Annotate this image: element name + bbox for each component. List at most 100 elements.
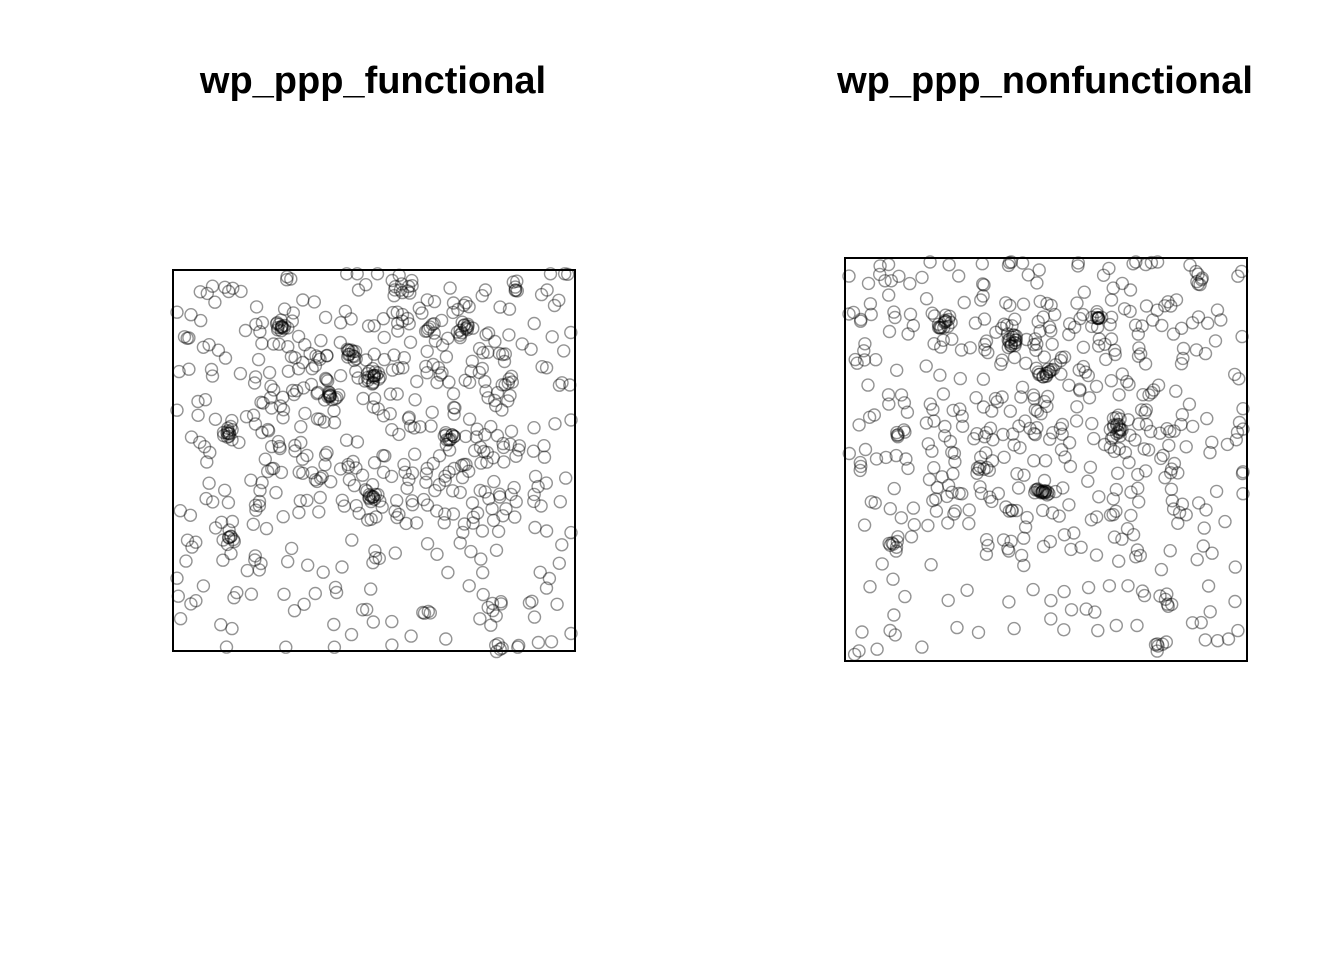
data-point — [1172, 505, 1187, 520]
data-point — [526, 444, 541, 458]
data-point — [525, 594, 539, 608]
data-point — [887, 608, 901, 622]
data-point — [539, 361, 554, 375]
data-point — [439, 632, 453, 646]
data-point — [1098, 337, 1112, 351]
data-point — [335, 493, 349, 507]
data-point — [1002, 595, 1016, 609]
data-point — [980, 460, 994, 475]
data-point — [1033, 294, 1047, 309]
data-point — [1131, 417, 1146, 431]
data-point — [193, 313, 208, 328]
data-point — [466, 510, 481, 524]
data-point — [543, 267, 558, 281]
data-point — [453, 330, 467, 345]
data-point — [475, 289, 489, 303]
data-point — [459, 296, 473, 310]
data-point — [979, 547, 994, 561]
data-point — [564, 325, 578, 340]
data-point — [976, 277, 990, 291]
data-point — [915, 640, 929, 654]
data-point — [199, 491, 213, 506]
data-point — [1044, 612, 1058, 626]
data-point — [892, 269, 906, 283]
data-point — [366, 556, 380, 570]
data-point — [1221, 632, 1236, 646]
data-point — [325, 393, 339, 407]
data-point — [320, 445, 334, 460]
data-point — [403, 335, 418, 349]
data-point — [1190, 552, 1204, 567]
data-point — [1138, 357, 1153, 371]
data-point — [1042, 486, 1056, 501]
data-point — [401, 284, 415, 298]
data-point — [1161, 599, 1175, 613]
data-point — [1097, 437, 1112, 452]
data-point — [475, 524, 490, 538]
data-point — [990, 395, 1004, 409]
data-point — [1228, 560, 1243, 574]
data-point — [1031, 315, 1045, 329]
data-point — [931, 320, 946, 335]
data-point — [371, 366, 385, 380]
data-point — [1027, 426, 1041, 441]
data-point — [522, 596, 537, 610]
data-point — [946, 467, 960, 481]
data-point — [1032, 263, 1046, 277]
data-point — [1085, 310, 1099, 324]
data-point — [1000, 318, 1014, 332]
data-point — [1109, 418, 1124, 433]
data-point — [266, 337, 281, 351]
data-point — [486, 513, 501, 528]
data-point — [1110, 417, 1124, 431]
data-point — [496, 347, 510, 362]
data-point — [1151, 639, 1165, 653]
data-point — [890, 425, 904, 440]
data-point — [1057, 584, 1071, 599]
data-point — [1158, 592, 1173, 606]
data-point — [542, 571, 557, 586]
data-point — [495, 641, 509, 655]
data-point — [294, 435, 308, 450]
data-point — [1161, 295, 1175, 309]
data-point — [430, 547, 444, 561]
data-point — [1104, 310, 1119, 324]
data-point — [425, 405, 439, 419]
data-point — [322, 385, 336, 399]
data-point — [1047, 307, 1062, 322]
data-point — [891, 430, 905, 444]
data-point — [996, 427, 1010, 442]
data-point — [1008, 338, 1022, 353]
data-point — [967, 432, 981, 446]
data-point — [1062, 317, 1077, 331]
data-point — [1232, 415, 1247, 430]
data-point — [385, 363, 400, 377]
data-point — [502, 302, 517, 316]
data-point — [368, 365, 382, 379]
data-point — [1117, 302, 1132, 316]
data-point — [1001, 327, 1015, 341]
data-point — [1191, 267, 1205, 281]
data-point — [442, 465, 456, 479]
data-point — [453, 536, 467, 550]
data-point — [438, 469, 452, 483]
data-point — [1128, 433, 1142, 447]
data-point — [1171, 516, 1185, 530]
data-point — [273, 399, 288, 413]
data-point — [858, 442, 873, 457]
data-point — [1139, 403, 1154, 417]
data-point — [468, 443, 482, 458]
data-point — [1155, 637, 1170, 651]
data-point — [539, 581, 554, 595]
data-point — [1139, 299, 1154, 313]
data-point — [375, 500, 389, 514]
data-point — [1082, 391, 1097, 405]
data-point — [189, 594, 203, 608]
data-point — [341, 343, 355, 358]
data-point — [1081, 474, 1095, 488]
data-point — [1016, 297, 1031, 311]
data-point — [234, 284, 248, 299]
data-point — [937, 320, 951, 335]
data-point — [501, 394, 515, 408]
data-point — [310, 474, 324, 489]
